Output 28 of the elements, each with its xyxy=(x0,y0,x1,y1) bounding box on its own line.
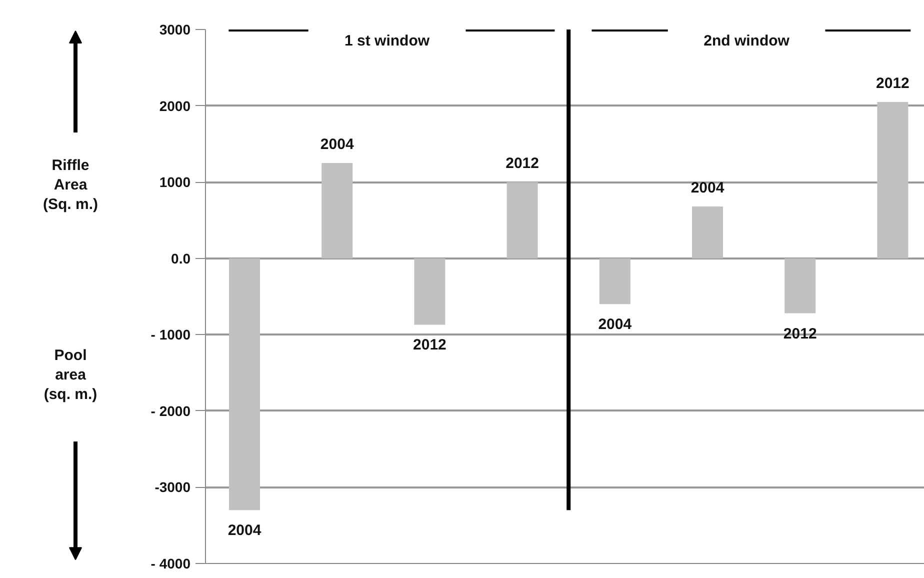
bar xyxy=(692,206,724,258)
annotation: 2012 xyxy=(783,325,817,342)
y-tick-label: - 1000 xyxy=(150,326,191,343)
y-tick-label: - 2000 xyxy=(150,402,191,419)
y-tick-label: 1000 xyxy=(159,174,191,190)
bar xyxy=(414,258,446,325)
bar xyxy=(322,163,353,258)
annotation: 2004 xyxy=(690,179,725,196)
y-tick-label: 2000 xyxy=(159,98,191,114)
annotation: 2004 xyxy=(228,522,262,540)
annotation: 2nd window xyxy=(704,32,790,50)
bar xyxy=(599,258,630,304)
text: Pool area (sq. m.) xyxy=(44,347,98,404)
bar xyxy=(228,258,260,510)
annotation: 2004 xyxy=(320,136,354,153)
annotation: 1 st window xyxy=(344,32,430,50)
y-tick-label: - 4000 xyxy=(150,556,191,572)
text: Riffle Area (Sq. m.) xyxy=(43,157,98,214)
bar xyxy=(784,258,816,314)
bar xyxy=(506,182,538,258)
annotation: 2012 xyxy=(506,155,539,172)
annotation: 2012 xyxy=(876,74,910,92)
bar xyxy=(877,102,908,258)
y-tick-label: -3000 xyxy=(154,479,191,496)
annotation: 2012 xyxy=(413,336,446,354)
y-tick-label: 0.0 xyxy=(171,250,191,266)
annotation: 2004 xyxy=(598,316,632,334)
y-tick-label: 3000 xyxy=(159,22,191,38)
